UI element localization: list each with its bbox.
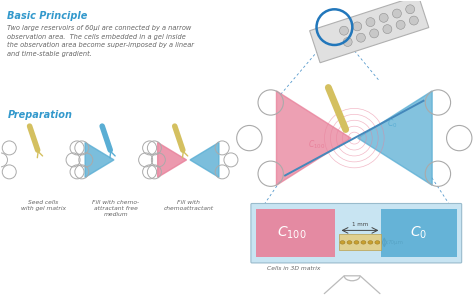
Ellipse shape — [354, 241, 359, 244]
Circle shape — [396, 20, 405, 29]
Text: $C_0$: $C_0$ — [387, 117, 397, 130]
Text: 70μm: 70μm — [387, 240, 403, 245]
Ellipse shape — [368, 241, 373, 244]
Circle shape — [343, 38, 352, 46]
Bar — [256, 209, 335, 257]
Bar — [338, 234, 382, 250]
Ellipse shape — [361, 241, 366, 244]
Text: $C_0$: $C_0$ — [410, 225, 428, 241]
Text: Fill with
chemoattractant: Fill with chemoattractant — [163, 200, 213, 211]
Text: Cells in 3D matrix: Cells in 3D matrix — [267, 266, 320, 271]
Circle shape — [353, 22, 362, 31]
Text: Two large reservoirs of 60µl are connected by a narrow
observation area.  The ce: Two large reservoirs of 60µl are connect… — [8, 25, 194, 57]
Circle shape — [379, 13, 388, 22]
Ellipse shape — [375, 241, 380, 244]
Ellipse shape — [347, 241, 352, 244]
Polygon shape — [190, 142, 219, 177]
Circle shape — [383, 25, 392, 34]
Polygon shape — [276, 91, 351, 185]
Text: Seed cells
with gel matrix: Seed cells with gel matrix — [21, 200, 65, 211]
Bar — [382, 209, 456, 257]
Circle shape — [366, 18, 375, 27]
Text: $C_{100}$: $C_{100}$ — [277, 225, 306, 241]
Polygon shape — [158, 142, 187, 177]
Polygon shape — [358, 91, 432, 185]
Text: Basic Principle: Basic Principle — [8, 11, 88, 21]
Circle shape — [392, 9, 401, 18]
Circle shape — [406, 5, 415, 14]
Polygon shape — [85, 142, 114, 177]
Text: Fill with chemo-
attractant free
medium: Fill with chemo- attractant free medium — [92, 200, 139, 217]
Text: Preparation: Preparation — [8, 110, 73, 120]
FancyBboxPatch shape — [251, 204, 462, 263]
Circle shape — [370, 29, 379, 38]
Circle shape — [356, 33, 365, 42]
Circle shape — [410, 16, 419, 25]
Ellipse shape — [340, 241, 345, 244]
Circle shape — [339, 26, 348, 35]
Text: 1 mm: 1 mm — [352, 222, 368, 227]
Polygon shape — [310, 0, 429, 63]
Text: $C_{100}$: $C_{100}$ — [308, 139, 326, 151]
